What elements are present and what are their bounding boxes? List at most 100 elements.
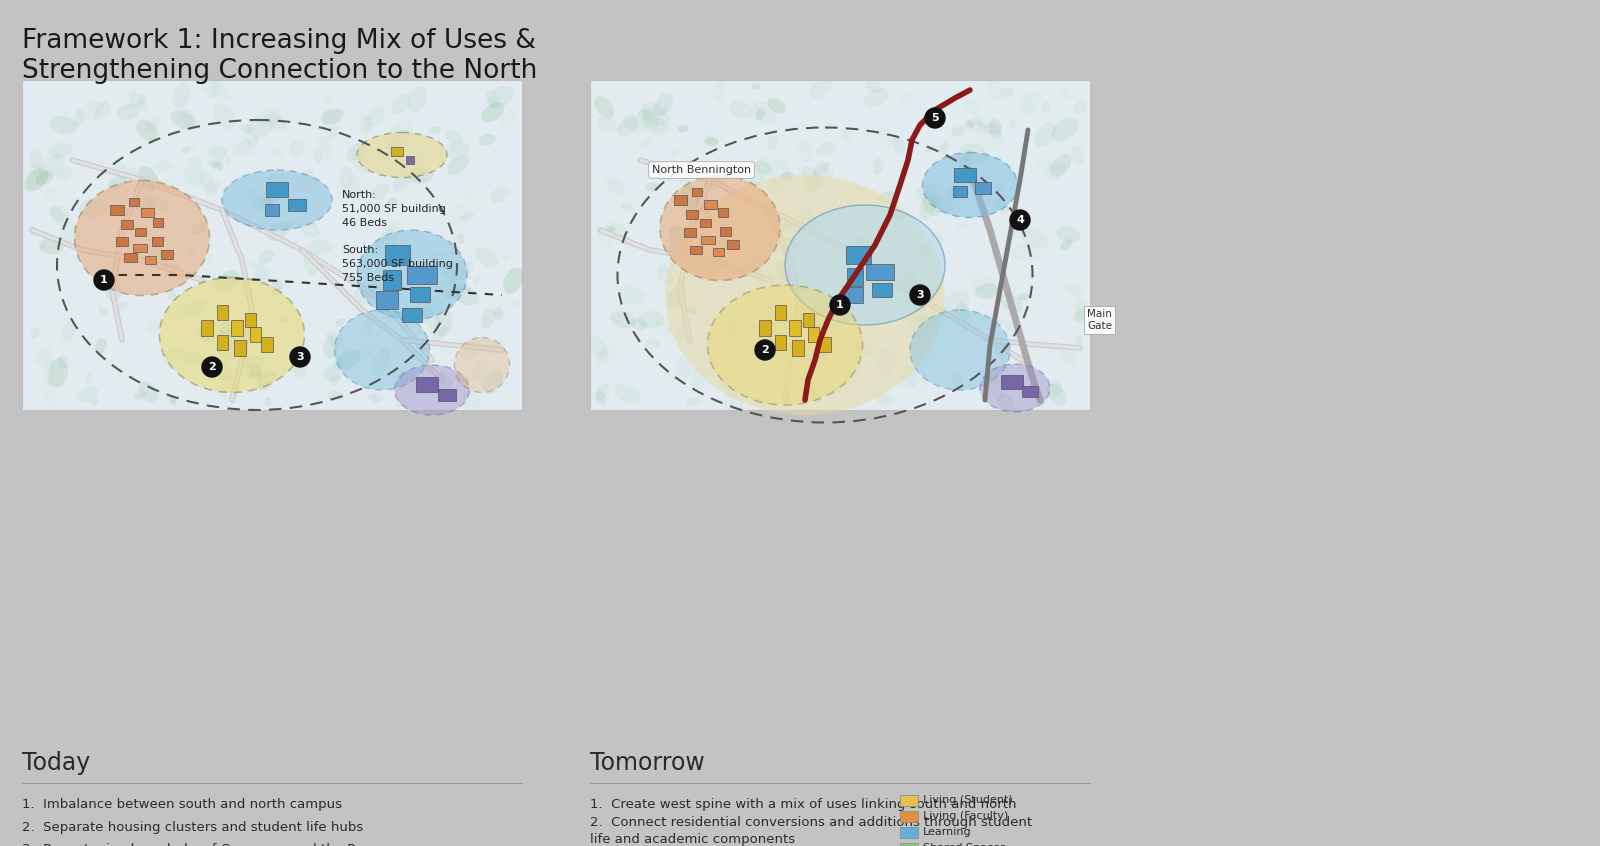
Ellipse shape <box>811 387 822 403</box>
FancyBboxPatch shape <box>22 80 522 410</box>
Ellipse shape <box>357 230 467 320</box>
Ellipse shape <box>499 254 510 261</box>
Ellipse shape <box>688 253 712 277</box>
Ellipse shape <box>29 163 37 175</box>
Ellipse shape <box>1070 145 1085 164</box>
Ellipse shape <box>654 93 674 116</box>
Ellipse shape <box>395 365 469 415</box>
Ellipse shape <box>1011 243 1040 261</box>
Ellipse shape <box>486 85 514 108</box>
Bar <box>720 228 731 237</box>
Text: 1.  Create west spine with a mix of uses linking south and north: 1. Create west spine with a mix of uses … <box>590 798 1016 810</box>
Text: 3.  Recent mixed-use hubs of Commons and the Barn: 3. Recent mixed-use hubs of Commons and … <box>22 843 378 846</box>
Ellipse shape <box>478 134 496 146</box>
Ellipse shape <box>133 391 147 400</box>
Ellipse shape <box>35 346 51 364</box>
Bar <box>845 246 870 264</box>
Ellipse shape <box>218 370 238 398</box>
Ellipse shape <box>1059 239 1074 250</box>
Ellipse shape <box>605 227 616 233</box>
Ellipse shape <box>1019 91 1040 115</box>
Circle shape <box>94 270 114 290</box>
Bar <box>234 340 246 356</box>
Ellipse shape <box>781 220 794 233</box>
Ellipse shape <box>398 370 414 381</box>
Bar <box>726 240 739 250</box>
Ellipse shape <box>1000 88 1014 97</box>
Ellipse shape <box>128 88 138 98</box>
Ellipse shape <box>893 136 906 154</box>
Ellipse shape <box>278 316 288 322</box>
Ellipse shape <box>163 177 174 189</box>
Ellipse shape <box>829 196 837 206</box>
Text: 3: 3 <box>296 352 304 362</box>
Ellipse shape <box>216 343 237 360</box>
Ellipse shape <box>904 269 915 286</box>
Ellipse shape <box>1062 87 1070 100</box>
Ellipse shape <box>333 355 344 371</box>
Ellipse shape <box>995 340 1006 360</box>
Ellipse shape <box>290 138 304 159</box>
Ellipse shape <box>362 350 374 358</box>
Ellipse shape <box>354 283 382 304</box>
Ellipse shape <box>382 311 390 321</box>
Ellipse shape <box>30 327 40 339</box>
Ellipse shape <box>397 371 406 381</box>
Ellipse shape <box>190 142 197 151</box>
Ellipse shape <box>366 105 384 128</box>
Ellipse shape <box>771 275 789 291</box>
Ellipse shape <box>826 387 840 399</box>
Ellipse shape <box>453 287 478 305</box>
Ellipse shape <box>117 103 141 120</box>
Ellipse shape <box>210 82 230 102</box>
Ellipse shape <box>787 269 798 282</box>
Ellipse shape <box>712 80 725 102</box>
Ellipse shape <box>645 182 661 192</box>
Ellipse shape <box>384 129 413 147</box>
Ellipse shape <box>208 157 222 168</box>
Ellipse shape <box>504 267 523 294</box>
Ellipse shape <box>768 98 786 113</box>
Ellipse shape <box>803 190 819 207</box>
Ellipse shape <box>421 307 440 329</box>
Ellipse shape <box>658 161 683 181</box>
Bar <box>216 305 227 321</box>
Ellipse shape <box>213 102 235 129</box>
Ellipse shape <box>666 277 674 287</box>
Ellipse shape <box>387 198 397 205</box>
Ellipse shape <box>298 217 320 238</box>
Ellipse shape <box>632 319 648 330</box>
Ellipse shape <box>328 391 344 401</box>
Ellipse shape <box>170 395 176 405</box>
Ellipse shape <box>389 120 413 146</box>
Ellipse shape <box>246 370 261 379</box>
Ellipse shape <box>30 162 45 171</box>
Ellipse shape <box>768 340 795 361</box>
Ellipse shape <box>595 344 618 366</box>
Ellipse shape <box>995 199 1010 212</box>
Ellipse shape <box>893 244 914 255</box>
Ellipse shape <box>360 115 373 135</box>
Ellipse shape <box>1051 118 1078 141</box>
Ellipse shape <box>640 136 653 150</box>
Ellipse shape <box>651 322 672 335</box>
Ellipse shape <box>214 271 240 292</box>
Bar <box>674 195 686 205</box>
Ellipse shape <box>755 108 765 121</box>
Ellipse shape <box>1058 349 1078 367</box>
Ellipse shape <box>682 184 699 212</box>
Ellipse shape <box>394 398 405 407</box>
Ellipse shape <box>339 166 354 189</box>
Ellipse shape <box>408 85 427 113</box>
Ellipse shape <box>154 161 173 173</box>
Ellipse shape <box>50 206 64 223</box>
Ellipse shape <box>464 185 475 200</box>
Ellipse shape <box>146 116 160 131</box>
Ellipse shape <box>458 233 466 244</box>
Ellipse shape <box>314 150 322 162</box>
Text: Main
Gate: Main Gate <box>1086 309 1112 331</box>
Ellipse shape <box>38 155 64 179</box>
Bar <box>686 211 698 219</box>
Text: 3: 3 <box>917 290 923 300</box>
Ellipse shape <box>475 247 499 267</box>
